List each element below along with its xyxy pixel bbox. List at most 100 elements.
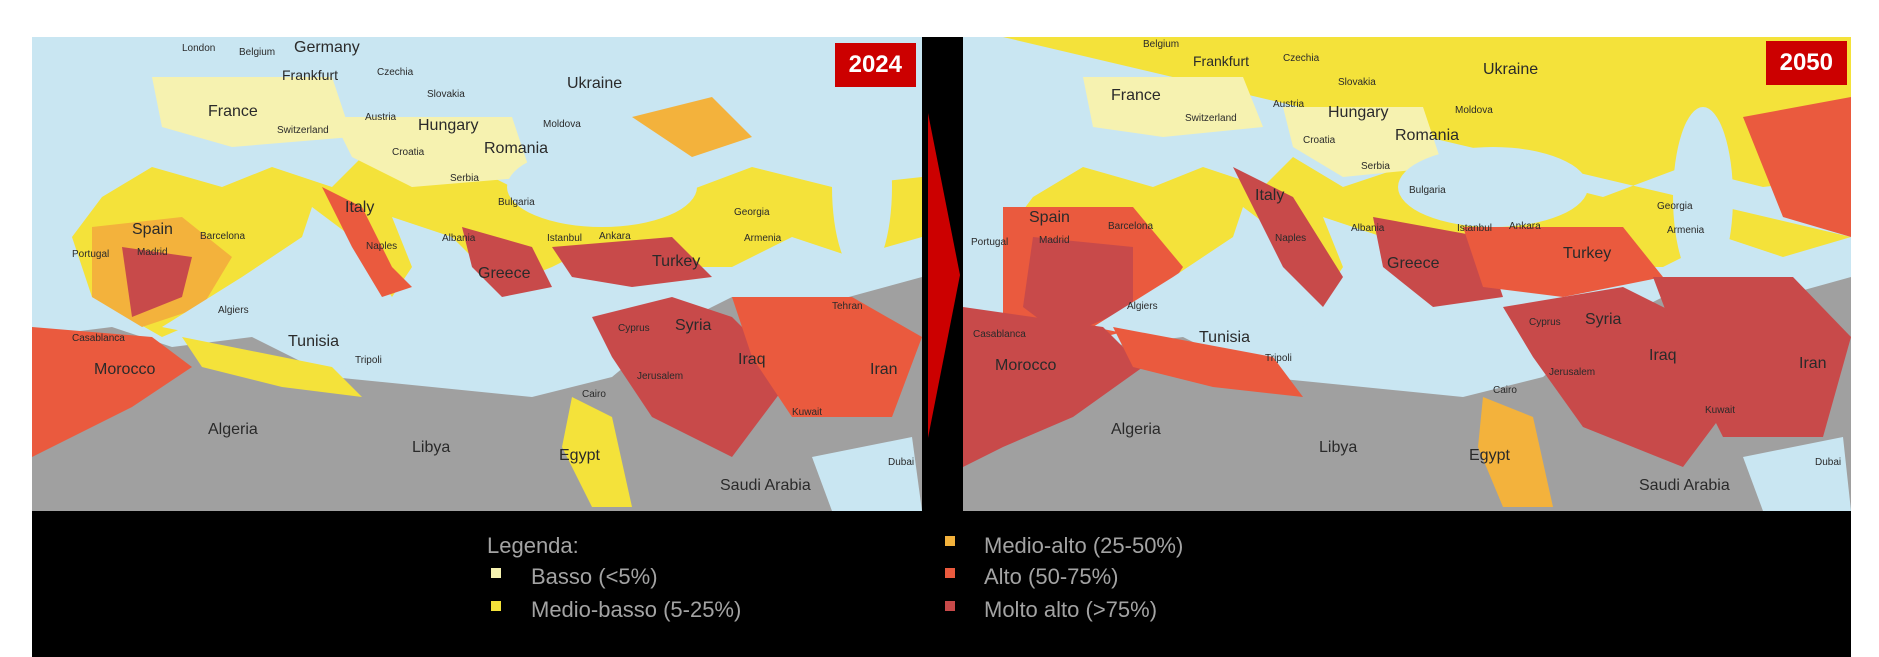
- map-label: Algeria: [1111, 421, 1161, 438]
- map-label: Georgia: [734, 207, 770, 218]
- map-label: Belgium: [1143, 39, 1180, 50]
- map-label: Saudi Arabia: [720, 477, 811, 494]
- legend-swatch-molto-alto: [945, 601, 955, 611]
- map-label: Hungary: [1328, 104, 1389, 121]
- map-label: Naples: [366, 241, 398, 252]
- map-label: Dubai: [1815, 457, 1842, 468]
- map-label: Morocco: [995, 357, 1057, 374]
- map-label: Iraq: [738, 351, 766, 368]
- legend-swatch-basso: [491, 568, 501, 578]
- map-label: Cyprus: [618, 323, 650, 334]
- map-label: Turkey: [1563, 245, 1612, 262]
- map-label: Ankara: [599, 231, 631, 242]
- map-label: France: [1111, 87, 1161, 104]
- map-label: Switzerland: [277, 125, 329, 136]
- map-label: Madrid: [1039, 235, 1070, 246]
- map-label: Greece: [1387, 255, 1440, 272]
- map-label: Algeria: [208, 421, 258, 438]
- map-label: France: [208, 103, 258, 120]
- map-label: Jerusalem: [637, 371, 684, 382]
- map-label: Morocco: [94, 361, 156, 378]
- map-label: Egypt: [1469, 447, 1510, 464]
- map-label: Tunisia: [288, 333, 339, 350]
- map-label: Dubai: [888, 457, 915, 468]
- map-label: Moldova: [1455, 105, 1493, 116]
- map-label: Iraq: [1649, 347, 1677, 364]
- map-label: Tripoli: [355, 355, 382, 366]
- map-label: Bulgaria: [498, 197, 535, 208]
- map-label: Switzerland: [1185, 113, 1237, 124]
- map-label: Slovakia: [1338, 77, 1376, 88]
- map-label: Syria: [1585, 311, 1622, 328]
- map-label: Armenia: [1667, 225, 1705, 236]
- map-label: Libya: [1319, 439, 1358, 456]
- map-label: Cairo: [582, 389, 606, 400]
- map-label: Saudi Arabia: [1639, 477, 1730, 494]
- map-label: Iran: [870, 361, 898, 378]
- legend-swatch-medio-alto: [945, 536, 955, 546]
- map-label: Italy: [345, 199, 375, 216]
- legend: Legenda: Basso (<5%) Medio-basso (5-25%)…: [32, 511, 1851, 657]
- map-label: Tripoli: [1265, 353, 1292, 364]
- map-label: Madrid: [137, 247, 168, 258]
- map-label: Ukraine: [567, 75, 623, 92]
- map-label: Syria: [675, 317, 712, 334]
- map-label: Ankara: [1509, 221, 1541, 232]
- map-label: Spain: [132, 221, 173, 238]
- map-label: Iran: [1799, 355, 1827, 372]
- map-label: Frankfurt: [1193, 53, 1250, 69]
- map-label: Turkey: [652, 253, 701, 270]
- year-badge-2050: 2050: [1765, 41, 1847, 85]
- map-label: Istanbul: [547, 233, 583, 244]
- map-label: Slovakia: [427, 89, 465, 100]
- map-label: Moldova: [543, 119, 581, 130]
- map-label: Armenia: [744, 233, 782, 244]
- map-label: Georgia: [1657, 201, 1693, 212]
- map-label: Italy: [1255, 187, 1285, 204]
- legend-item-medio-basso: Medio-basso (5-25%): [531, 597, 742, 622]
- map-label: Croatia: [1303, 135, 1336, 146]
- map-label: Ukraine: [1483, 61, 1539, 78]
- map-label: Romania: [484, 140, 549, 157]
- map-label: Frankfurt: [282, 67, 339, 83]
- map-label: Serbia: [450, 173, 479, 184]
- map-label: Kuwait: [792, 407, 823, 418]
- map-label: Naples: [1275, 233, 1307, 244]
- map-label: Cyprus: [1529, 317, 1561, 328]
- map-label: Jerusalem: [1549, 367, 1596, 378]
- legend-item-medio-alto: Medio-alto (25-50%): [984, 533, 1184, 558]
- map-label: Romania: [1395, 127, 1460, 144]
- map-label: Czechia: [377, 67, 414, 78]
- map-label: Casablanca: [973, 329, 1026, 340]
- map-label: Belgium: [239, 47, 276, 58]
- map-label: Albania: [1351, 223, 1385, 234]
- map-label: Istanbul: [1457, 223, 1493, 234]
- map-label: Casablanca: [72, 333, 125, 344]
- legend-swatch-alto: [945, 568, 955, 578]
- legend-swatch-medio-basso: [491, 601, 501, 611]
- map-label: Albania: [442, 233, 476, 244]
- map-label: Barcelona: [200, 231, 246, 242]
- map-label: Bulgaria: [1409, 185, 1446, 196]
- map-label: Algiers: [218, 305, 249, 316]
- map-label: Portugal: [72, 249, 110, 260]
- arrow-right-icon: [928, 113, 960, 438]
- map-label: Algiers: [1127, 301, 1158, 312]
- map-label: Greece: [478, 265, 531, 282]
- map-label: Egypt: [559, 447, 600, 464]
- map-label: Hungary: [418, 117, 479, 134]
- map-label: Germany: [294, 39, 360, 56]
- map-label: Croatia: [392, 147, 425, 158]
- map-label: Portugal: [971, 237, 1009, 248]
- map-label: Tunisia: [1199, 329, 1250, 346]
- legend-title: Legenda:: [487, 533, 579, 558]
- legend-item-molto-alto: Molto alto (>75%): [984, 597, 1158, 622]
- map-label: Spain: [1029, 209, 1070, 226]
- map-2050-graphic: [963, 37, 1851, 511]
- map-label: Austria: [1273, 99, 1305, 110]
- map-label: Tehran: [832, 301, 863, 312]
- legend-item-basso: Basso (<5%): [531, 564, 658, 589]
- map-label: London: [182, 43, 216, 54]
- map-label: Serbia: [1361, 161, 1390, 172]
